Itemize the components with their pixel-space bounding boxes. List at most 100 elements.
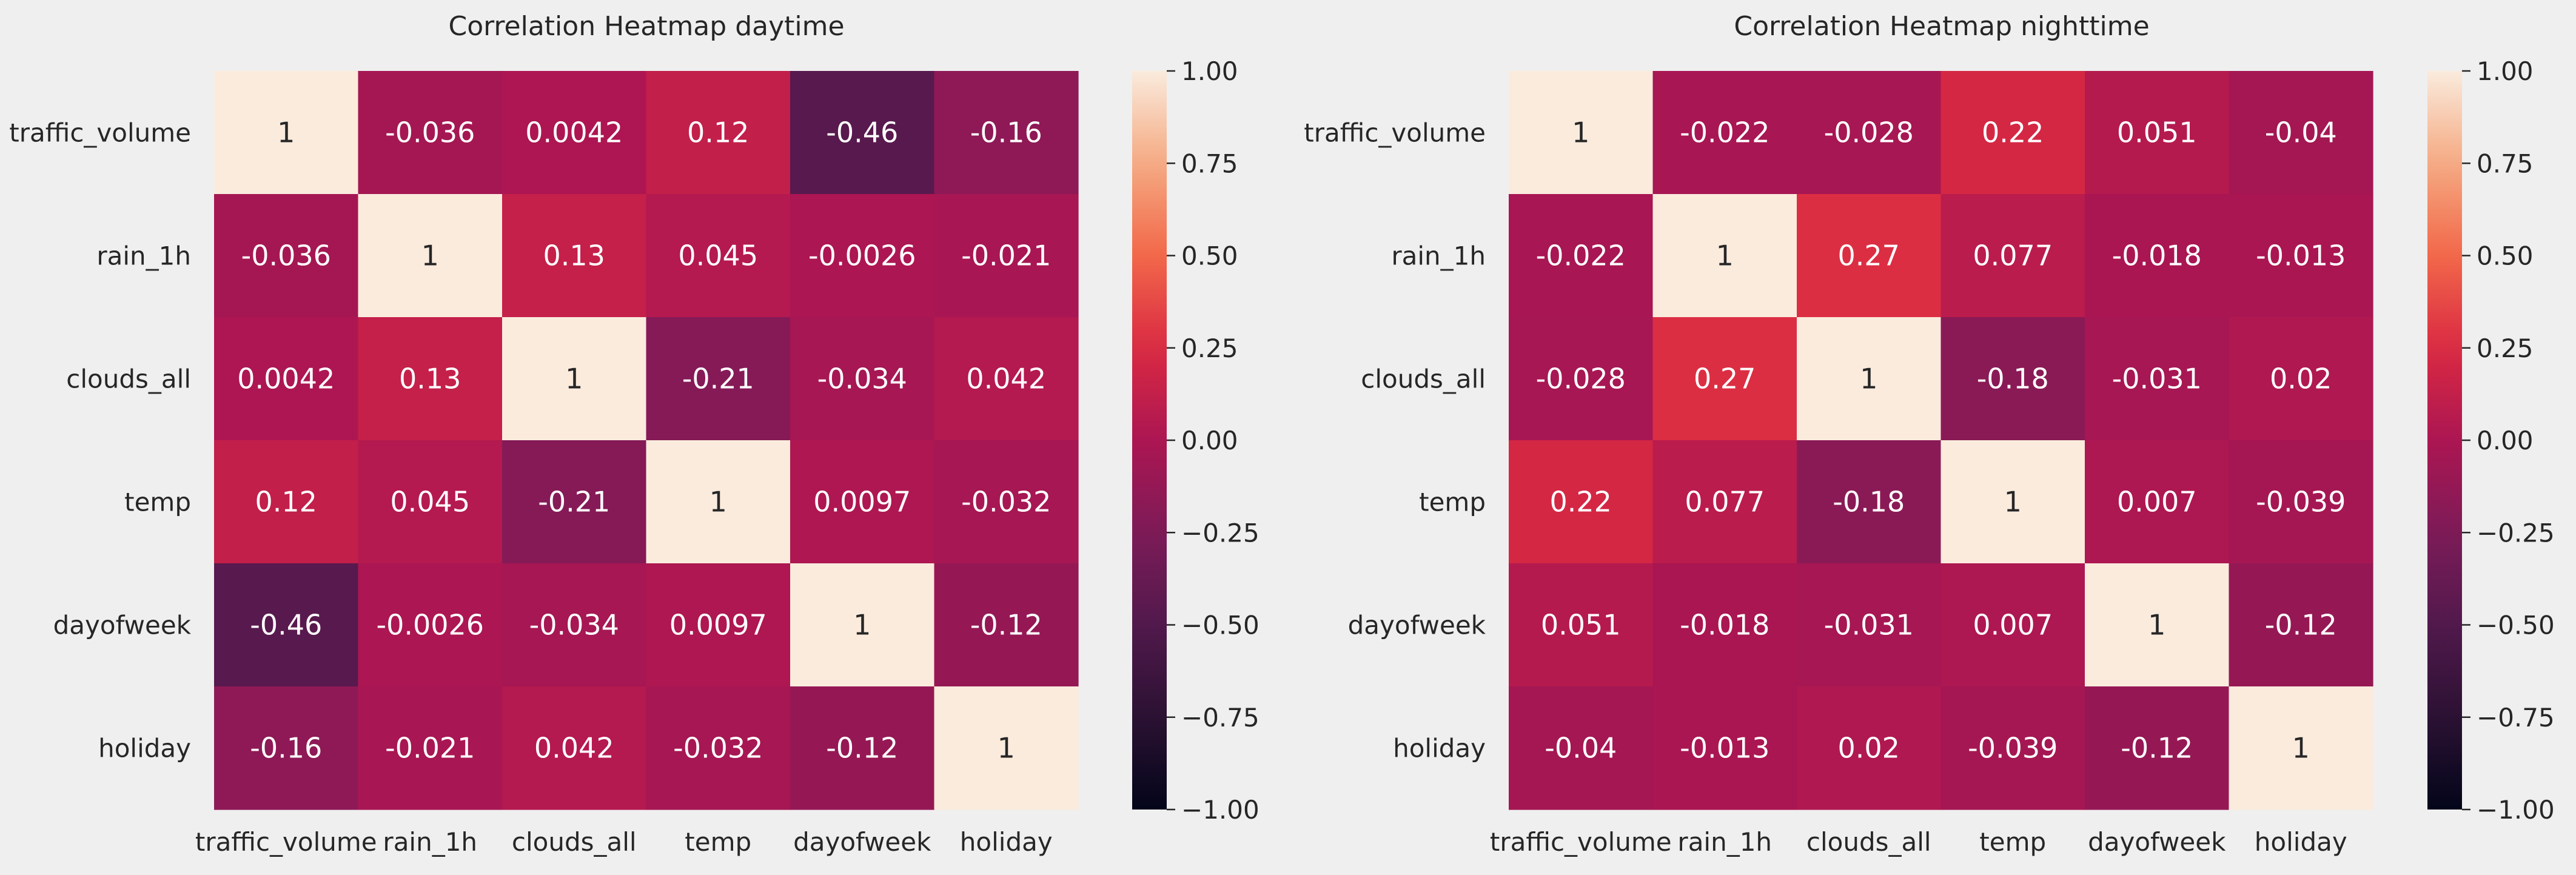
heatmap-cell bbox=[1652, 563, 1797, 687]
cell-annotation: -0.18 bbox=[1833, 486, 1905, 518]
colorbar-tick-label: −0.25 bbox=[1181, 518, 1259, 548]
heatmap-cell bbox=[934, 71, 1079, 195]
cell-annotation: 0.22 bbox=[1982, 116, 2044, 149]
nighttime-chart-title: Correlation Heatmap nighttime bbox=[1734, 11, 2149, 42]
heatmap-cell bbox=[646, 71, 791, 195]
y-tick-label: clouds_all bbox=[66, 364, 191, 394]
cell-annotation: -0.12 bbox=[2121, 732, 2193, 765]
heatmap-cell bbox=[2229, 317, 2373, 441]
cell-annotation: -0.032 bbox=[961, 486, 1051, 518]
colorbar-tick-label: −0.75 bbox=[1181, 703, 1259, 733]
heatmap-cell bbox=[1509, 440, 1654, 564]
cell-annotation: -0.018 bbox=[2112, 240, 2202, 272]
colorbar-tick-label: 0.00 bbox=[2477, 426, 2534, 455]
daytime-chart-title: Correlation Heatmap daytime bbox=[448, 11, 844, 42]
colorbar-tick-label: 0.50 bbox=[2477, 241, 2534, 271]
cell-annotation: 1 bbox=[1860, 363, 1877, 395]
heatmap-cell bbox=[358, 317, 503, 441]
heatmap-cell bbox=[358, 194, 503, 318]
x-tick-label: traffic_volume bbox=[1490, 827, 1672, 857]
cell-annotation: 0.02 bbox=[1838, 732, 1900, 765]
y-tick-label: holiday bbox=[98, 734, 191, 763]
heatmap-cell bbox=[214, 440, 359, 564]
cell-annotation: -0.036 bbox=[385, 116, 475, 149]
cell-annotation: 0.045 bbox=[678, 240, 758, 272]
x-tick-label: rain_1h bbox=[1677, 827, 1772, 857]
x-tick-label: clouds_all bbox=[512, 827, 637, 857]
cell-annotation: 0.13 bbox=[543, 240, 605, 272]
heatmap-cell bbox=[214, 71, 359, 195]
heatmap-cell bbox=[1797, 317, 1942, 441]
heatmap-cell bbox=[1940, 317, 2085, 441]
heatmap-cell bbox=[2085, 317, 2230, 441]
heatmap-cell bbox=[2229, 71, 2373, 195]
cell-annotation: -0.034 bbox=[817, 363, 907, 395]
cell-annotation: -0.013 bbox=[1680, 732, 1769, 765]
cell-annotation: -0.12 bbox=[2265, 609, 2337, 642]
heatmap-cell bbox=[646, 440, 791, 564]
cell-annotation: 0.0097 bbox=[669, 609, 767, 642]
heatmap-cell bbox=[1940, 440, 2085, 564]
cell-annotation: -0.16 bbox=[250, 732, 322, 765]
cell-annotation: 0.042 bbox=[534, 732, 614, 765]
heatmap-cell bbox=[2085, 194, 2230, 318]
x-tick-label: holiday bbox=[2255, 827, 2347, 857]
y-tick-label: rain_1h bbox=[96, 241, 191, 271]
x-tick-label: temp bbox=[685, 827, 751, 857]
cell-annotation: -0.018 bbox=[1680, 609, 1769, 642]
cell-annotation: 1 bbox=[998, 732, 1015, 765]
colorbar-tick-label: −1.00 bbox=[2477, 795, 2555, 825]
colorbar-tick-label: −0.75 bbox=[2477, 703, 2555, 733]
colorbar-tick-label: −0.50 bbox=[2477, 611, 2555, 640]
heatmap-cell bbox=[2085, 71, 2230, 195]
cell-annotation: -0.0026 bbox=[376, 609, 484, 642]
heatmap-cell bbox=[1797, 71, 1942, 195]
heatmap-cell bbox=[502, 194, 647, 318]
cell-annotation: -0.028 bbox=[1536, 363, 1626, 395]
heatmap-cell bbox=[214, 317, 359, 441]
heatmap-cell bbox=[2085, 563, 2230, 687]
heatmap-cell bbox=[790, 686, 935, 810]
cell-annotation: 1 bbox=[565, 363, 583, 395]
daytime-heatmap-panel: Correlation Heatmap daytime 1 -0.036 0.004… bbox=[9, 11, 1259, 857]
heatmap-cell bbox=[934, 686, 1079, 810]
cell-annotation: -0.46 bbox=[826, 116, 898, 149]
cell-annotation: 0.007 bbox=[1973, 609, 2053, 642]
cell-annotation: -0.028 bbox=[1824, 116, 1914, 149]
heatmap-cell bbox=[934, 317, 1079, 441]
cell-annotation: 0.22 bbox=[1550, 486, 1612, 518]
heatmap-cell bbox=[646, 194, 791, 318]
heatmap-cell bbox=[1940, 71, 2085, 195]
heatmap-cell bbox=[934, 194, 1079, 318]
cell-annotation: -0.022 bbox=[1536, 240, 1626, 272]
colorbar-tick-label: 0.75 bbox=[1181, 149, 1238, 178]
heatmap-cell bbox=[1509, 563, 1654, 687]
cell-annotation: 0.051 bbox=[2117, 116, 2197, 149]
cell-annotation: -0.021 bbox=[961, 240, 1051, 272]
y-tick-label: traffic_volume bbox=[1304, 118, 1486, 148]
heatmap-cell bbox=[1797, 440, 1942, 564]
cell-annotation: -0.0026 bbox=[808, 240, 916, 272]
cell-annotation: 1 bbox=[1572, 116, 1589, 149]
cell-annotation: 0.0097 bbox=[813, 486, 911, 518]
x-tick-label: rain_1h bbox=[383, 827, 477, 857]
heatmap-cell bbox=[214, 686, 359, 810]
heatmap-cell bbox=[1509, 317, 1654, 441]
heatmap-cell bbox=[1652, 686, 1797, 810]
heatmap-cell bbox=[358, 71, 503, 195]
nighttime-heatmap-panel: Correlation Heatmap nighttime 1 -0.022 -0.… bbox=[1304, 11, 2554, 857]
cell-annotation: -0.04 bbox=[2265, 116, 2337, 149]
cell-annotation: 0.007 bbox=[2117, 486, 2197, 518]
heatmap-cell bbox=[2229, 440, 2373, 564]
cell-annotation: -0.21 bbox=[682, 363, 754, 395]
colorbar-tick-label: 0.00 bbox=[1181, 426, 1238, 455]
cell-annotation: 0.042 bbox=[966, 363, 1046, 395]
heatmap-cell bbox=[1509, 71, 1654, 195]
heatmap-cell bbox=[790, 317, 935, 441]
heatmap-cell bbox=[1652, 317, 1797, 441]
cell-annotation: 1 bbox=[709, 486, 727, 518]
heatmap-cell bbox=[2085, 686, 2230, 810]
heatmap-cells: 1 -0.036 0.0042 0.12 -0.46 -0.16 -0.036 1 0.13 0.… bbox=[214, 71, 1079, 810]
cell-annotation: 0.27 bbox=[1694, 363, 1756, 395]
heatmap-cell bbox=[1509, 686, 1654, 810]
